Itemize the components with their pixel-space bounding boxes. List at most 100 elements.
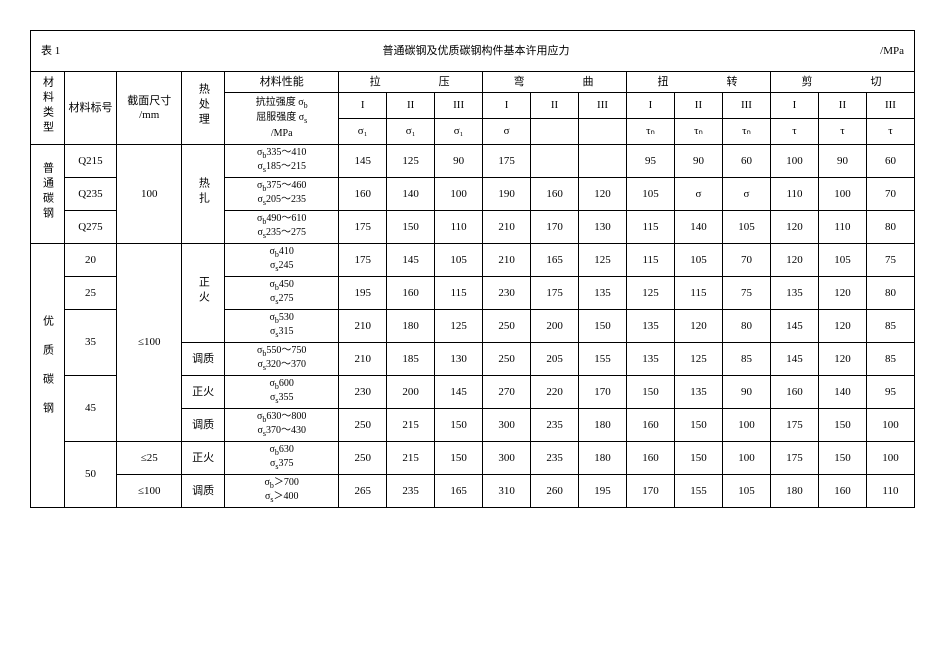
cell: 125	[627, 276, 675, 309]
cell: 60	[866, 144, 914, 177]
cell: 150	[674, 408, 722, 441]
cell: 175	[771, 408, 819, 441]
cell: 160	[771, 375, 819, 408]
cell: 85	[866, 342, 914, 375]
heat: 正火	[182, 243, 225, 342]
cell: 90	[818, 144, 866, 177]
cell: 115	[627, 243, 675, 276]
cell: 100	[866, 441, 914, 474]
cell: 300	[483, 441, 531, 474]
sym: τₙ	[627, 118, 675, 144]
size: ≤100	[117, 243, 182, 441]
cell: 110	[771, 177, 819, 210]
cell: 90	[722, 375, 770, 408]
cell: 140	[674, 210, 722, 243]
cell: 100	[818, 177, 866, 210]
cell: 200	[531, 309, 579, 342]
hdr-II: II	[387, 93, 435, 119]
cell: 175	[531, 276, 579, 309]
cell: 135	[771, 276, 819, 309]
cell: 160	[627, 408, 675, 441]
cell: 100	[722, 408, 770, 441]
sym: τₙ	[722, 118, 770, 144]
heat: 调质	[182, 342, 225, 375]
title-row: 表 1 普通碳钢及优质碳钢构件基本许用应力 /MPa	[31, 31, 915, 72]
cell: 85	[866, 309, 914, 342]
cell: 105	[627, 177, 675, 210]
cell: 135	[674, 375, 722, 408]
cell: 125	[435, 309, 483, 342]
cell: 215	[387, 441, 435, 474]
sym: τₙ	[674, 118, 722, 144]
col-material-type: 材料类型	[31, 72, 65, 145]
cell: 95	[866, 375, 914, 408]
sym: σ₁	[339, 118, 387, 144]
cell: 205	[531, 342, 579, 375]
cell: 160	[531, 177, 579, 210]
cell	[579, 144, 627, 177]
cell: 155	[674, 474, 722, 507]
cell: 260	[531, 474, 579, 507]
cell: 105	[674, 243, 722, 276]
cell: 175	[771, 441, 819, 474]
cell: 180	[771, 474, 819, 507]
cell: 90	[674, 144, 722, 177]
cell: 100	[435, 177, 483, 210]
heat: 调质	[182, 408, 225, 441]
sym	[579, 118, 627, 144]
table-row: 50 ≤25 正火 σb630σs375 2502151503002351801…	[31, 441, 915, 474]
grade: 50	[64, 441, 117, 507]
cell: 100	[866, 408, 914, 441]
cell: 110	[866, 474, 914, 507]
sym: σ	[483, 118, 531, 144]
hdr-I: I	[483, 93, 531, 119]
table-title: 普通碳钢及优质碳钢构件基本许用应力	[182, 31, 771, 72]
cell: 85	[722, 342, 770, 375]
group-tension: 拉 压	[339, 72, 483, 93]
cell: 80	[722, 309, 770, 342]
cell: 165	[435, 474, 483, 507]
group-shear: 剪 切	[771, 72, 915, 93]
hdr-II: II	[531, 93, 579, 119]
cell: 145	[771, 309, 819, 342]
cell: 230	[483, 276, 531, 309]
cell: 150	[818, 408, 866, 441]
sym: τ	[818, 118, 866, 144]
cell: 120	[579, 177, 627, 210]
cell: 180	[579, 408, 627, 441]
sigma: σb600σs355	[225, 375, 339, 408]
cell: 230	[339, 375, 387, 408]
cell: 170	[531, 210, 579, 243]
sigma: σb630σs375	[225, 441, 339, 474]
cell: 110	[435, 210, 483, 243]
table-row: 优质碳钢 20 ≤100 正火 σb410σs245 1751451052101…	[31, 243, 915, 276]
heat: 正火	[182, 441, 225, 474]
col-properties-sub: 抗拉强度 σb 屈服强度 σs /MPa	[225, 93, 339, 144]
cell: 80	[866, 210, 914, 243]
cell: 235	[531, 441, 579, 474]
sym: σ₁	[387, 118, 435, 144]
hdr-III: III	[579, 93, 627, 119]
cell: 135	[627, 342, 675, 375]
cat2-name: 优质碳钢	[31, 243, 65, 507]
cell: σ	[674, 177, 722, 210]
cell: 105	[435, 243, 483, 276]
cell: 145	[339, 144, 387, 177]
cell: 145	[387, 243, 435, 276]
cell: 270	[483, 375, 531, 408]
sigma: σb550～750σs320～370	[225, 342, 339, 375]
cell: 115	[674, 276, 722, 309]
cell: 200	[387, 375, 435, 408]
cell: 220	[531, 375, 579, 408]
cell: 175	[339, 243, 387, 276]
cell: 180	[579, 441, 627, 474]
cell: 155	[579, 342, 627, 375]
cell: 235	[531, 408, 579, 441]
cell: 150	[435, 441, 483, 474]
cell: 190	[483, 177, 531, 210]
cell: 120	[818, 342, 866, 375]
header-row-1: 材料类型 材料标号 截面尺寸/mm 热处理 材料性能 拉 压 弯 曲 扭 转 剪…	[31, 72, 915, 93]
grade: Q275	[64, 210, 117, 243]
cell: 75	[866, 243, 914, 276]
cell: 175	[339, 210, 387, 243]
